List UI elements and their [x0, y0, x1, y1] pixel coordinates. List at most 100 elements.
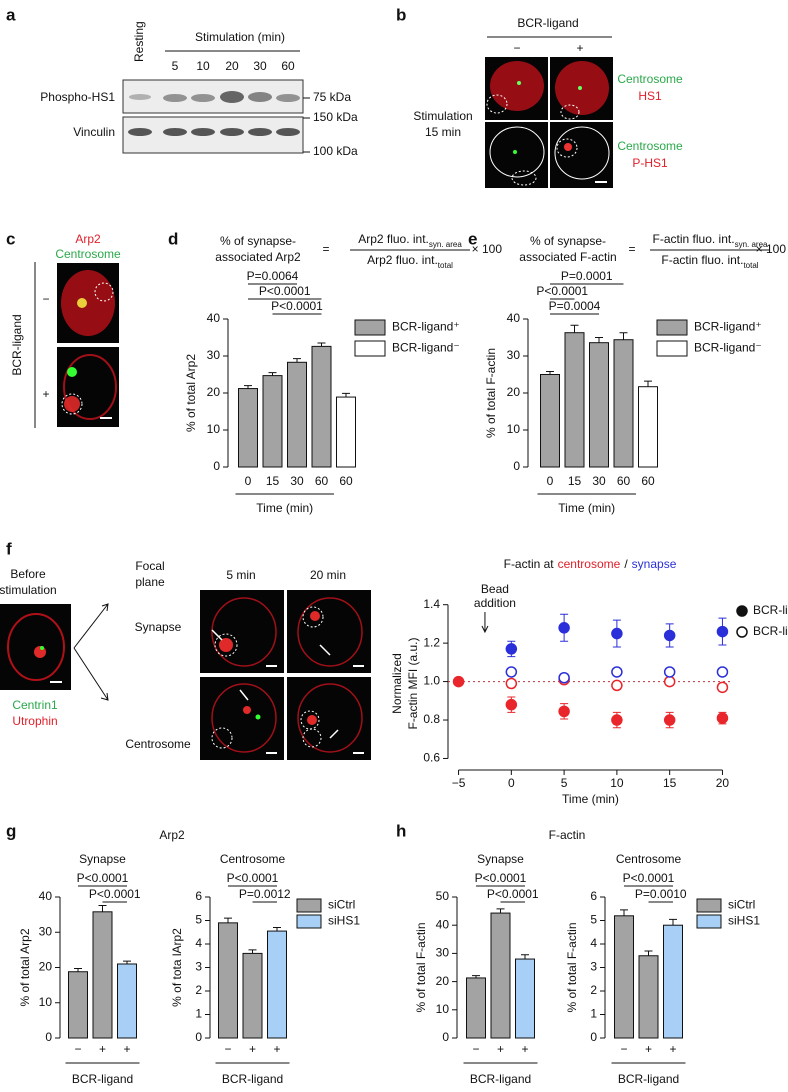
formula-subscript: syn. area	[735, 240, 768, 249]
panel-title: F-actin	[549, 828, 586, 842]
significance-label: P<0.0001	[487, 887, 539, 901]
bar	[242, 952, 263, 1039]
title-part: centrosome	[558, 557, 621, 571]
x-tick-label: 60	[315, 474, 329, 488]
point	[505, 698, 518, 711]
point	[558, 622, 570, 634]
signals	[219, 611, 320, 725]
signal	[64, 396, 80, 412]
y-tick-label: 0	[213, 459, 220, 473]
legend-label: BCR-ligand⁺	[694, 320, 762, 334]
x-tick-label: −	[472, 1042, 479, 1056]
bar	[515, 958, 535, 1039]
signal	[564, 143, 572, 151]
y-axis-label: Normalized	[390, 653, 404, 714]
y-tick-label: 3	[195, 960, 202, 974]
y-tick-label: 40	[436, 917, 450, 931]
y-tick-label: 4	[195, 936, 202, 950]
significance-label: P=0.0064	[247, 269, 299, 283]
x-tick-label: 60	[641, 474, 655, 488]
error-bar	[669, 918, 677, 926]
error-bar	[74, 968, 82, 972]
error-bar	[595, 337, 603, 343]
formula-text: F-actin fluo. int.	[661, 253, 743, 267]
condition-label: −	[513, 41, 520, 55]
formula-text: F-actin fluo. int.	[653, 232, 735, 246]
x-tick-label: 0	[245, 474, 252, 488]
centrosome	[40, 646, 44, 650]
micrograph	[287, 590, 371, 673]
formula-lhs: associated F-actin	[519, 250, 616, 264]
y-axis-label: % of total F-actin	[414, 922, 428, 1012]
panel-b: BCR-ligand − + Stimulation 15 min Centro…	[413, 16, 683, 188]
stimulation-label: 15 min	[425, 125, 461, 139]
y-tick-label: 50	[436, 889, 450, 903]
point	[505, 677, 518, 690]
roi	[211, 606, 324, 749]
y-tick-label: 1.2	[423, 635, 440, 649]
bar	[117, 963, 137, 1039]
stain-label: Centrosome	[617, 72, 683, 86]
y-axis-label: F-actin MFI (a.u.)	[406, 637, 420, 729]
bar	[663, 924, 683, 1039]
bar	[540, 374, 560, 468]
panel-letter: f	[6, 539, 12, 558]
synapse-outline	[486, 94, 508, 114]
error-bar	[317, 342, 326, 347]
bar	[267, 930, 287, 1039]
x-axis-label: BCR-ligand	[72, 1072, 133, 1086]
x-tick-label: +	[669, 1042, 676, 1056]
error-bar	[273, 927, 281, 932]
lane-label: 30	[253, 59, 267, 73]
y-tick-label: 0.8	[423, 712, 440, 726]
micrograph	[200, 677, 284, 760]
stimulation-label: Stimulation (min)	[195, 30, 285, 44]
y-tick-label: 0	[513, 459, 520, 473]
bar	[68, 971, 88, 1039]
panel-letter: d	[168, 229, 178, 248]
legend-label: siCtrl	[728, 898, 755, 912]
y-tick-label: 1	[195, 1007, 202, 1021]
y-tick-label: 40	[207, 311, 221, 325]
y-tick-label: 6	[195, 889, 202, 903]
formula-numerator: Arp2 fluo. int.syn. area	[358, 232, 462, 248]
stain-label: Centrin1	[12, 698, 58, 712]
point	[716, 666, 729, 678]
bar	[638, 386, 658, 468]
error-bar	[224, 917, 232, 923]
error-bar	[293, 358, 301, 363]
legend-swatch	[354, 319, 386, 336]
point	[716, 712, 729, 724]
bands	[128, 91, 300, 136]
blot	[122, 116, 304, 154]
y-tick-label: 1.0	[423, 674, 440, 688]
synapse-outline	[511, 170, 537, 186]
stain-label: Arp2	[75, 232, 101, 246]
y-tick-label: 20	[436, 974, 450, 988]
formula-subscript: total	[743, 261, 758, 270]
x-tick-label: 15	[568, 474, 582, 488]
panel-title: Arp2	[159, 828, 185, 842]
x-tick-label: +	[521, 1042, 528, 1056]
x-tick-label: +	[497, 1042, 504, 1056]
formula-denominator: Arp2 fluo. int.total	[367, 253, 453, 269]
y-tick-label: 30	[507, 348, 521, 362]
formula-equals: =	[322, 242, 329, 256]
treatment-label: BCR-ligand	[10, 314, 24, 375]
point	[452, 675, 465, 688]
chart-title: Synapse	[477, 852, 524, 866]
y-tick-label: 20	[207, 385, 221, 399]
row-label: Phospho-HS1	[40, 90, 115, 104]
point	[663, 714, 676, 726]
stain-label: HS1	[638, 89, 662, 103]
significance-label: P<0.0001	[89, 887, 141, 901]
condition-label: +	[42, 387, 49, 401]
cell	[7, 613, 65, 681]
bar	[262, 375, 283, 468]
significance-label: P=0.0010	[635, 887, 687, 901]
point	[716, 625, 729, 638]
error-bar	[521, 954, 529, 960]
micrograph	[287, 677, 371, 760]
point	[663, 629, 676, 642]
